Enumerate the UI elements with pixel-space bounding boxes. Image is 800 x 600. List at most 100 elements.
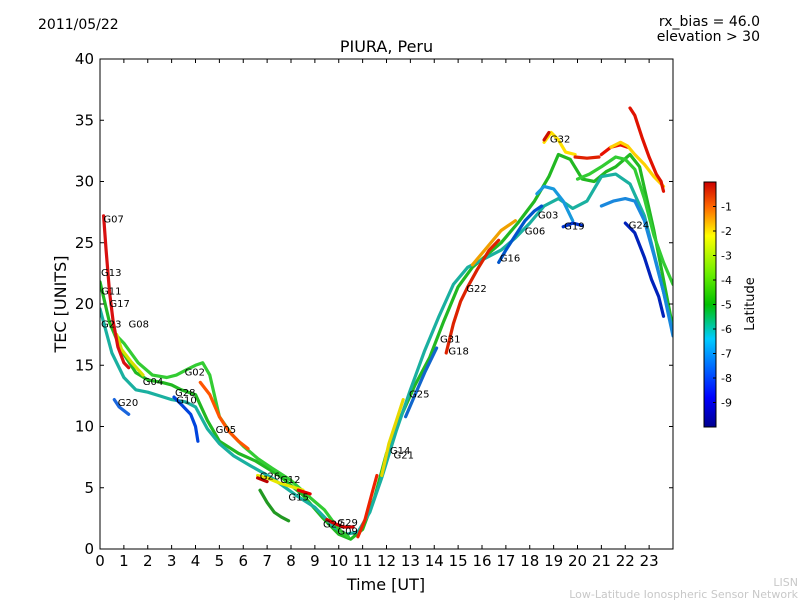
x-tick-label: 18 <box>520 552 539 570</box>
y-tick-label: 25 <box>75 234 94 252</box>
y-tick-label: 35 <box>75 111 94 129</box>
satellite-label-g18: G18 <box>448 347 468 358</box>
satellite-label-g29: G29 <box>337 518 357 529</box>
satellite-label-g07: G07 <box>103 214 123 225</box>
credit-network: Low-Latitude Ionospheric Sensor Network <box>569 588 798 600</box>
satellite-label-g24: G24 <box>629 220 649 231</box>
colorbar-tick-label: -2 <box>721 225 732 238</box>
satellite-label-g09: G09 <box>337 527 357 538</box>
tec-series-line-10 <box>256 476 269 484</box>
satellite-label-g15: G15 <box>288 492 308 503</box>
tec-series-line-5 <box>102 214 131 370</box>
satellite-label-g11: G11 <box>101 287 121 298</box>
date-label: 2011/05/22 <box>38 17 119 33</box>
x-tick-label: 23 <box>640 552 659 570</box>
satellite-label-g31: G31 <box>440 334 460 345</box>
plot-frame <box>99 58 674 550</box>
x-tick-label: 1 <box>119 552 129 570</box>
y-ticks: 0 5 10 15 20 25 30 35 40 <box>75 50 673 558</box>
x-axis-label: Time [UT] <box>346 575 425 594</box>
colorbar-ticks: -1 -2 -3 -4 -5 -6 -7 -8 -9 <box>713 201 732 410</box>
colorbar-tick-label: -1 <box>721 201 732 214</box>
x-tick-label: 21 <box>592 552 611 570</box>
x-tick-label: 12 <box>377 552 396 570</box>
tec-series-line-11 <box>296 488 312 496</box>
y-tick-label: 0 <box>84 540 94 558</box>
tec-series-line-15 <box>356 473 379 539</box>
x-tick-label: 3 <box>167 552 177 570</box>
colorbar-tick-label: -4 <box>721 274 732 287</box>
colorbar-tick-label: -7 <box>721 348 732 361</box>
satellite-label-g08: G08 <box>128 320 148 331</box>
colorbar-tick-label: -3 <box>721 250 732 263</box>
y-tick-label: 10 <box>75 418 94 436</box>
tec-series-line-18 <box>470 219 517 267</box>
colorbar-tick-label: -6 <box>721 323 732 336</box>
tec-series-line-3 <box>112 331 350 539</box>
x-tick-label: 17 <box>496 552 515 570</box>
satellite-label-g12: G12 <box>280 475 300 486</box>
satellite-label-g10: G10 <box>176 396 196 407</box>
x-tick-label: 10 <box>329 552 348 570</box>
x-tick-label: 7 <box>262 552 272 570</box>
x-tick-label: 14 <box>425 552 444 570</box>
tec-series-line-22 <box>573 155 601 160</box>
satellite-label-g27: G27 <box>323 519 343 530</box>
tec-series-line-17 <box>444 238 501 355</box>
satellite-label-g23: G23 <box>101 320 121 331</box>
colorbar-label: Latitude <box>743 277 758 331</box>
tec-series-line-8 <box>112 398 131 416</box>
tec-series-line-7 <box>172 395 200 443</box>
x-tick-label: 4 <box>191 552 201 570</box>
satellite-label-g17: G17 <box>109 299 129 310</box>
x-tick-label: 2 <box>143 552 153 570</box>
tec-series-line-9 <box>256 473 305 492</box>
satellite-label-g26: G26 <box>260 472 280 483</box>
satellite-label-g03: G03 <box>538 211 558 222</box>
tec-series-line-26 <box>609 140 666 188</box>
y-tick-label: 5 <box>84 479 94 497</box>
tec-series-line-14 <box>380 398 405 478</box>
tec-series-line-24 <box>561 221 584 229</box>
satellite-label-g20: G20 <box>118 398 138 409</box>
x-tick-label: 20 <box>568 552 587 570</box>
tec-series-line-12 <box>258 488 291 523</box>
tec-series-line-6 <box>198 380 250 451</box>
x-tick-label: 8 <box>286 552 296 570</box>
y-tick-label: 30 <box>75 173 94 191</box>
colorbar-tick-label: -8 <box>721 372 732 385</box>
satellite-label-g25: G25 <box>409 389 429 400</box>
x-tick-label: 11 <box>353 552 372 570</box>
credit-lisn: LISN <box>773 576 798 589</box>
x-ticks: 0 1 2 3 4 5 6 7 8 9 10 11 12 13 14 15 16 17 18 19 20 21 22 23 <box>95 59 659 570</box>
series-layer <box>100 106 673 541</box>
x-tick-label: 9 <box>310 552 320 570</box>
tec-series-line-16 <box>404 346 439 419</box>
satellite-label-g05: G05 <box>216 425 236 436</box>
colorbar-tick-label: -9 <box>721 397 732 410</box>
satellite-label-g06: G06 <box>525 227 545 238</box>
x-tick-label: 15 <box>449 552 468 570</box>
satellite-label-g02: G02 <box>185 367 205 378</box>
satellite-label-g14: G14 <box>390 446 410 457</box>
satellite-label-g13: G13 <box>101 268 121 279</box>
tec-series-line-28 <box>599 197 673 338</box>
tec-series-line-23 <box>535 184 575 223</box>
y-tick-label: 15 <box>75 356 94 374</box>
satellite-label-g32: G32 <box>550 135 570 146</box>
tec-series-line-30 <box>575 155 673 286</box>
x-tick-label: 0 <box>95 552 105 570</box>
tec-series-line-20 <box>542 130 577 157</box>
satellite-label-g28: G28 <box>175 388 195 399</box>
satellite-label-g16: G16 <box>500 253 520 264</box>
satellite-label-g04: G04 <box>143 377 163 388</box>
x-tick-label: 5 <box>215 552 225 570</box>
tec-series-line-1 <box>100 152 673 541</box>
tec-series-line-2 <box>100 172 673 536</box>
x-tick-label: 22 <box>616 552 635 570</box>
satellite-label-g19: G19 <box>564 222 584 233</box>
x-tick-label: 13 <box>401 552 420 570</box>
satellite-label-g22: G22 <box>466 284 486 295</box>
